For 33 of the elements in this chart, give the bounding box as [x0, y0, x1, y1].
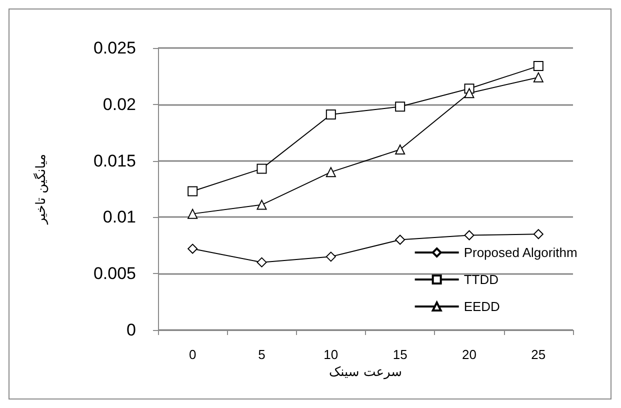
point — [533, 72, 544, 82]
x-tick-label: 15 — [392, 347, 408, 362]
x-tick-label: 25 — [531, 347, 546, 362]
y-tick-label: 0.005 — [93, 264, 136, 284]
x-tick-label: 5 — [258, 347, 266, 362]
point — [464, 230, 474, 240]
point — [395, 144, 406, 155]
point — [188, 208, 198, 219]
legend-label: Proposed Algorithm — [464, 245, 578, 260]
y-tick-label: 0.025 — [93, 38, 136, 58]
point — [464, 88, 474, 98]
point — [256, 257, 267, 268]
point — [326, 110, 336, 120]
point — [533, 61, 544, 72]
point — [256, 200, 267, 210]
x-tick-label: 20 — [462, 347, 476, 362]
x-tick-label: 0 — [188, 347, 196, 362]
x-axis-title: سرعت سینک — [328, 364, 402, 380]
point — [256, 164, 267, 174]
point — [395, 234, 406, 245]
y-tick-label: 0 — [126, 320, 136, 340]
point — [395, 102, 406, 112]
point — [326, 252, 336, 262]
x-tick-label: 10 — [324, 347, 338, 362]
point — [188, 186, 198, 196]
point — [326, 167, 336, 178]
y-axis-title: میانگین تاخیر — [33, 154, 49, 226]
y-tick-label: 0.015 — [93, 151, 136, 170]
y-tick-label: 0.01 — [102, 208, 136, 227]
point — [533, 229, 544, 240]
legend-label: TTDD — [464, 272, 499, 287]
legend-label: EEDD — [464, 299, 500, 314]
y-tick-label: 0.02 — [102, 94, 136, 114]
